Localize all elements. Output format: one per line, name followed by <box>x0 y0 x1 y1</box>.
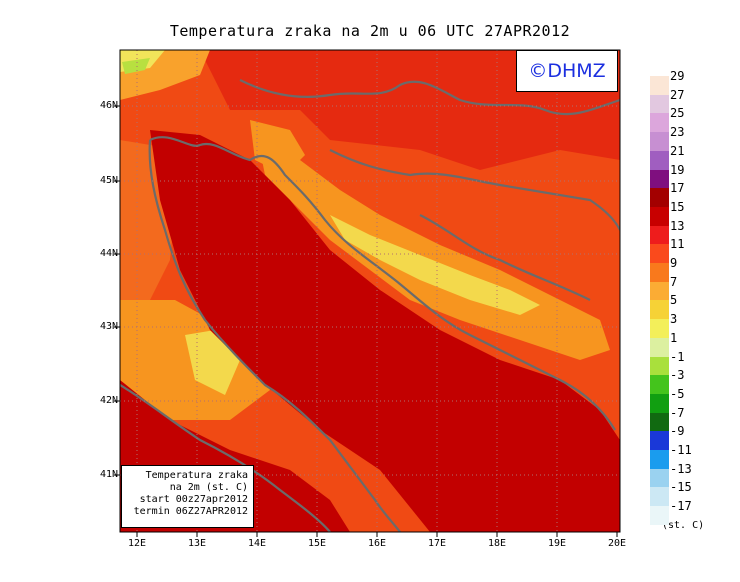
legend-label: -3 <box>670 368 685 383</box>
istria-zone <box>250 120 305 175</box>
legend-swatch <box>650 450 669 470</box>
lon-label-16e: 16E <box>367 538 387 549</box>
lon-label-13e: 13E <box>187 538 207 549</box>
legend-swatch <box>650 319 669 339</box>
legend-swatch <box>650 412 669 432</box>
legend-label: -11 <box>670 443 692 457</box>
legend-label: 29 <box>670 69 685 83</box>
info-box: Temperatura zraka na 2m (st. C) start 00… <box>121 465 254 528</box>
lat-label-46n: 46N <box>99 100 118 111</box>
dinaric-cold-core <box>330 215 540 315</box>
legend-swatch <box>650 375 669 395</box>
lon-label-17e: 17E <box>427 538 447 549</box>
legend-swatch <box>650 356 669 376</box>
lon-label-15e: 15E <box>307 538 327 549</box>
legend-swatch <box>650 506 669 526</box>
legend-label: -5 <box>670 386 685 401</box>
legend-swatch <box>650 113 669 133</box>
legend-units: (st. C) <box>662 520 705 531</box>
lon-label-19e: 19E <box>547 538 567 549</box>
info-line-units: na 2m (st. C) <box>169 482 248 493</box>
legend-swatch <box>650 76 669 96</box>
legend-swatch <box>650 94 669 114</box>
legend-label: -1 <box>670 349 685 364</box>
adriatic-sea <box>150 130 620 532</box>
info-line-termin: termin 06Z27APR2012 <box>133 506 248 517</box>
legend-label: -7 <box>670 405 685 420</box>
legend-swatch <box>650 281 669 301</box>
lat-label-43n: 43N <box>99 321 118 332</box>
legend-label: 19 <box>670 162 685 177</box>
legend-swatch <box>650 263 669 283</box>
coastlines <box>120 79 620 532</box>
lat-label-45n: 45N <box>99 175 118 186</box>
legend-label: 21 <box>670 143 685 158</box>
legend-swatch <box>650 487 669 507</box>
legend-swatch <box>650 300 669 320</box>
lon-label-20e: 20E <box>607 538 627 549</box>
albania-land <box>560 350 620 440</box>
legend-label: 9 <box>670 256 678 270</box>
legend-label: 3 <box>670 312 678 327</box>
legend-label: 1 <box>670 330 678 345</box>
legend-swatch <box>650 206 669 227</box>
graticule <box>120 50 620 532</box>
legend-label: 11 <box>670 237 685 252</box>
lat-label-42n: 42N <box>99 395 118 406</box>
legend-swatch <box>650 225 669 245</box>
legend-swatch <box>650 468 669 488</box>
info-line-variable: Temperatura zraka <box>145 470 248 481</box>
legend-label: 27 <box>670 87 685 102</box>
info-line-start: start 00z27apr2012 <box>139 494 248 505</box>
cold-nw-green <box>122 58 150 74</box>
warm-band-north <box>200 50 620 170</box>
legend-swatch <box>650 132 669 152</box>
legend-label: -9 <box>670 424 685 439</box>
legend-label: 25 <box>670 106 685 121</box>
legend-label: 17 <box>670 181 685 196</box>
lon-label-14e: 14E <box>247 538 267 549</box>
legend-label: -15 <box>670 480 692 495</box>
legend-swatch <box>650 337 669 357</box>
legend-label: 15 <box>670 199 685 214</box>
legend-label: -17 <box>670 499 692 514</box>
legend-swatch <box>650 244 669 264</box>
map-frame <box>119 49 621 533</box>
lon-label-12e: 12E <box>127 538 147 549</box>
legend-swatch <box>650 188 669 208</box>
legend-label: 13 <box>670 218 685 233</box>
legend-swatch <box>650 150 669 170</box>
legend-label: 5 <box>670 293 678 308</box>
dhmz-logo: ©DHMZ <box>516 50 618 92</box>
lat-label-41n: 41N <box>99 469 118 480</box>
legend-label: -13 <box>670 461 692 476</box>
map-title: Temperatura zraka na 2m u 06 UTC 27APR20… <box>169 22 571 40</box>
lat-label-44n: 44N <box>99 248 118 259</box>
legend-swatch <box>650 393 669 414</box>
legend-label: 7 <box>670 274 678 289</box>
legend-swatch <box>650 431 669 451</box>
legend-swatch <box>650 169 669 189</box>
axis-ticks <box>114 105 618 537</box>
legend-label: 23 <box>670 125 685 140</box>
lon-label-18e: 18E <box>487 538 507 549</box>
